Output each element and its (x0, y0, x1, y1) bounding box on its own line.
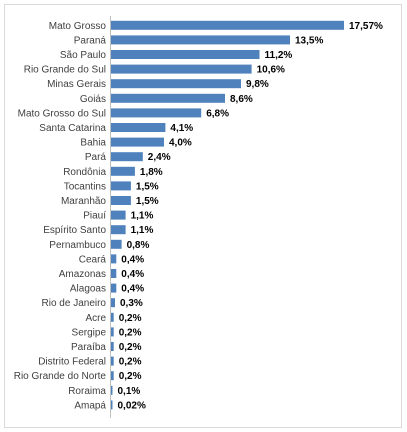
bar (111, 137, 164, 147)
category-label: Rio de Janeiro (42, 298, 107, 309)
bar (111, 298, 115, 308)
bar (111, 20, 344, 30)
bar (111, 123, 166, 132)
category-label: São Paulo (60, 50, 107, 61)
bar (111, 283, 117, 293)
value-label: 2,4% (148, 152, 171, 163)
value-label: 9,8% (246, 79, 269, 90)
category-label: Alagoas (70, 284, 106, 295)
value-label: 0,2% (119, 357, 142, 368)
bar (111, 400, 113, 410)
bar (111, 371, 114, 381)
bar (111, 166, 135, 176)
value-label: 0,02% (118, 400, 146, 411)
category-label: Amazonas (59, 269, 106, 280)
value-label: 4,1% (170, 123, 193, 134)
value-label: 0,2% (119, 313, 142, 324)
value-label: 1,5% (136, 196, 159, 207)
bar (111, 342, 114, 351)
bars (111, 20, 344, 410)
value-label: 4,0% (169, 138, 192, 149)
bar (111, 181, 131, 191)
value-label: 17,57% (349, 21, 383, 32)
value-label: 1,8% (140, 167, 163, 178)
value-label: 11,2% (265, 50, 293, 61)
category-label: Ceará (79, 254, 107, 265)
category-label: Pará (85, 152, 107, 163)
bar (111, 269, 117, 278)
value-label: 0,4% (121, 284, 144, 295)
category-label: Tocantins (64, 181, 106, 192)
value-label: 6,8% (206, 108, 229, 119)
value-label: 0,3% (120, 298, 143, 309)
bar (111, 50, 260, 59)
value-label: 8,6% (230, 94, 253, 105)
bar (111, 210, 126, 220)
category-label: Espírito Santo (43, 225, 106, 236)
value-labels: 17,57% 13,5%11,2% 10,6% 9,8% 8,6%6,8% 4,1% 4,0… (118, 21, 384, 412)
category-label: Amapá (74, 400, 106, 411)
category-label: Bahia (80, 138, 106, 149)
value-label: 10,6% (257, 65, 285, 76)
category-label: Pernambuco (49, 240, 106, 251)
category-label: Roraima (68, 386, 106, 397)
bar (111, 64, 252, 74)
category-label: Sergipe (72, 327, 107, 338)
bar (111, 385, 113, 395)
bar (111, 225, 126, 235)
bar (111, 327, 114, 337)
value-label: 0,2% (119, 327, 142, 338)
value-label: 0,2% (119, 342, 142, 353)
category-label: Goiás (80, 94, 106, 105)
bar (111, 196, 131, 205)
bar (111, 93, 225, 103)
category-label: Distrito Federal (38, 357, 106, 368)
category-label: Acre (85, 313, 106, 324)
chart-frame (4, 4, 402, 428)
category-label: Santa Catarina (39, 123, 106, 134)
category-label: Rondônia (63, 167, 106, 178)
value-label: 1,5% (136, 181, 159, 192)
value-label: 0,8% (127, 240, 150, 251)
bar (111, 239, 122, 249)
bar (111, 79, 241, 89)
bar (111, 35, 290, 45)
value-label: 0,1% (118, 386, 141, 397)
value-label: 13,5% (295, 35, 323, 46)
category-label: Paraná (74, 35, 107, 46)
bar (111, 152, 143, 162)
value-label: 0,4% (121, 254, 144, 265)
value-label: 0,2% (119, 371, 142, 382)
value-label: 1,1% (131, 225, 154, 236)
category-label: Rio Grande do Sul (24, 65, 106, 76)
bar (111, 254, 117, 264)
category-labels: Mato Grosso Paraná São Paulo Rio Grande do … (14, 21, 107, 412)
value-label: 1,1% (131, 211, 154, 222)
category-label: Minas Gerais (47, 79, 106, 90)
category-label: Mato Grosso do Sul (18, 108, 106, 119)
category-label: Rio Grande do Norte (14, 371, 107, 382)
bar (111, 356, 114, 366)
category-label: Maranhão (61, 196, 106, 207)
category-label: Mato Grosso (49, 21, 107, 32)
category-label: Piauí (83, 211, 106, 222)
bar (111, 108, 202, 118)
value-label: 0,4% (121, 269, 144, 280)
bar (111, 312, 114, 322)
category-label: Paraíba (71, 342, 106, 353)
